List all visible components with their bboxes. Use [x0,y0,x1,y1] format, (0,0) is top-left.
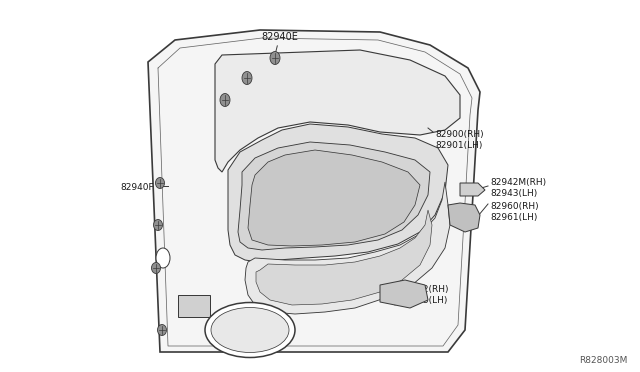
Polygon shape [256,210,432,305]
Ellipse shape [157,324,166,336]
Polygon shape [238,142,430,250]
Text: 82682(RH): 82682(RH) [400,285,449,294]
Polygon shape [228,124,448,262]
Text: 82683(LH): 82683(LH) [400,296,447,305]
Text: 82961(LH): 82961(LH) [490,213,538,222]
Text: 82940F: 82940F [120,183,154,192]
Text: 82940E: 82940E [262,32,298,42]
Polygon shape [215,50,460,172]
Text: 82901(LH): 82901(LH) [435,141,483,150]
Polygon shape [178,295,210,317]
Polygon shape [148,30,480,352]
Ellipse shape [211,308,289,353]
Ellipse shape [154,219,163,231]
Ellipse shape [220,93,230,106]
Text: 82943(LH): 82943(LH) [490,189,537,198]
Text: 82942M(RH): 82942M(RH) [490,178,546,187]
Polygon shape [248,150,420,246]
Text: 82960(RH): 82960(RH) [490,202,539,211]
Text: 82900(RH): 82900(RH) [435,130,484,139]
Polygon shape [245,182,450,314]
Ellipse shape [242,71,252,84]
Ellipse shape [156,177,164,189]
Polygon shape [380,280,428,308]
Ellipse shape [205,302,295,357]
Polygon shape [448,203,480,232]
Ellipse shape [152,263,161,273]
Polygon shape [460,183,485,196]
Ellipse shape [156,248,170,268]
Ellipse shape [270,51,280,64]
Text: R828003M: R828003M [580,356,628,365]
